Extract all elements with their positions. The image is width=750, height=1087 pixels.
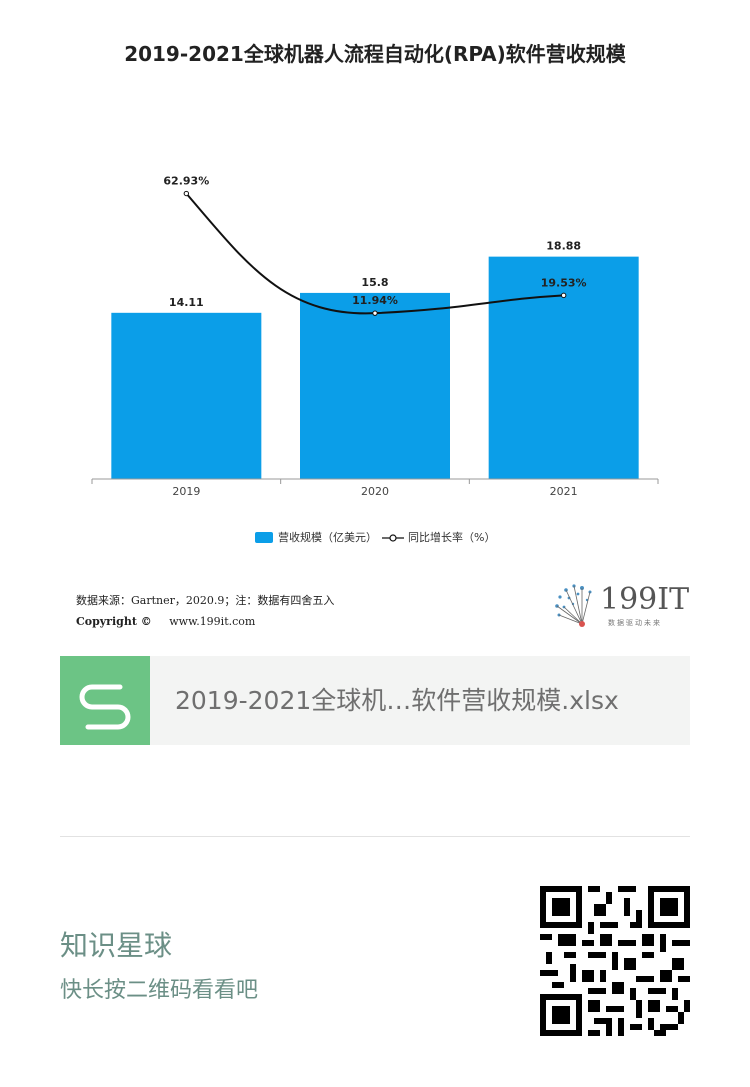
growth-label-2020: 11.94% (352, 294, 398, 307)
bar-label-2020: 15.8 (361, 276, 388, 289)
promo-title: 知识星球 (60, 929, 173, 962)
attachment-card[interactable]: 2019-2021全球机…软件营收规模.xlsx (60, 656, 690, 745)
copyright-label: Copyright © (76, 615, 152, 628)
growth-point-2020 (372, 310, 378, 316)
spreadsheet-s-icon (60, 656, 150, 745)
growth-label-2019: 62.93% (163, 175, 209, 188)
growth-label-2021: 19.53% (541, 276, 587, 289)
source-site-link[interactable]: www.199it.com (169, 615, 256, 628)
brand-logo: 199IT 数据驱动未来 (552, 580, 692, 632)
chart: 2019-2021全球机器人流程自动化(RPA)软件营收规模 14.11 15.8… (91, 42, 659, 544)
qr-code[interactable] (540, 886, 690, 1036)
s-glyph (79, 684, 131, 730)
section-divider (60, 836, 690, 837)
logo-wordmark: 199IT (600, 582, 690, 617)
bar-2020 (300, 292, 450, 479)
legend: 营收规模（亿美元） 同比增长率（%） (255, 530, 495, 544)
legend-bar-swatch (255, 532, 273, 543)
growth-line-layer: 62.93% 11.94% 19.53% (163, 175, 587, 316)
source-note: 数据来源：Gartner，2020.9；注：数据有四舍五入 Copyright … (76, 590, 334, 632)
legend-bar-label: 营收规模（亿美元） (278, 530, 377, 544)
logo-tagline: 数据驱动未来 (608, 619, 662, 627)
growth-point-2019 (183, 190, 190, 197)
x-tick-label-2019: 2019 (172, 485, 200, 498)
bars-layer: 14.11 15.8 18.88 (111, 240, 639, 479)
attachment-filename: 2019-2021全球机…软件营收规模.xlsx (175, 686, 619, 715)
x-tick-label-2020: 2020 (361, 485, 389, 498)
bar-label-2019: 14.11 (169, 296, 204, 309)
promo-subtitle: 快长按二维码看看吧 (60, 978, 259, 1003)
bar-2019 (111, 312, 262, 479)
chart-title: 2019-2021全球机器人流程自动化(RPA)软件营收规模 (124, 42, 627, 66)
bar-2021 (488, 256, 639, 479)
x-ticks-layer: 2019 2020 2021 (91, 479, 659, 498)
dandelion-icon (555, 584, 592, 627)
x-tick-label-2021: 2021 (550, 485, 578, 498)
source-line: 数据来源：Gartner，2020.9；注：数据有四舍五入 (76, 594, 335, 607)
legend-line-marker (389, 534, 397, 542)
legend-line-label: 同比增长率（%） (408, 530, 495, 544)
bar-label-2021: 18.88 (546, 240, 581, 253)
growth-point-2021 (560, 292, 567, 299)
